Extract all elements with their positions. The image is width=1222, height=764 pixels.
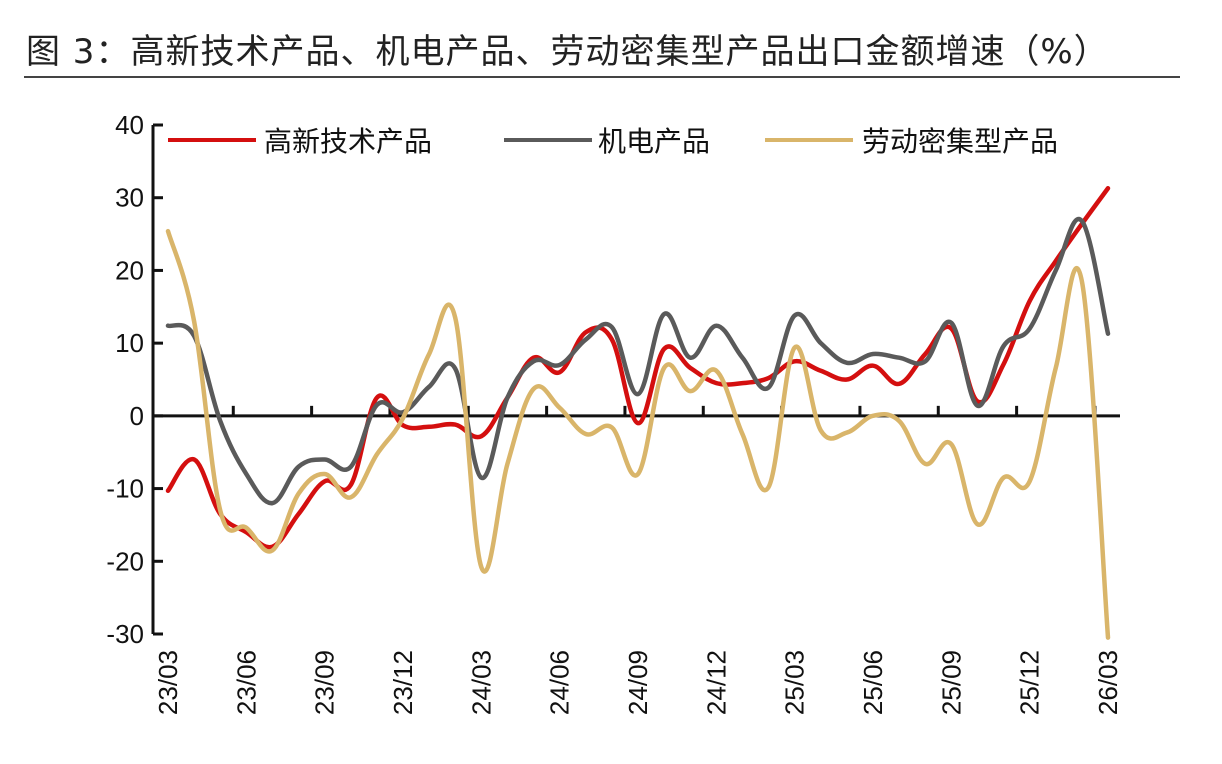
x-tick-label: 26/03	[1093, 650, 1123, 715]
y-tick-label: 30	[115, 183, 144, 213]
title-divider	[24, 76, 1180, 78]
x-tick-label: 25/06	[858, 650, 888, 715]
x-tick-label: 24/03	[466, 650, 496, 715]
y-tick-label: -30	[106, 619, 144, 649]
x-tick-label: 24/06	[545, 650, 575, 715]
legend-label-mechanical-electrical: 机电产品	[598, 125, 710, 158]
x-tick-label: 25/09	[936, 650, 966, 715]
axes: -30 -20 -10 0 10 20 30 40 23/03 23/06 23/09 23/12 24…	[106, 110, 1123, 715]
y-tick-label: -10	[106, 474, 144, 504]
x-tick-label: 23/12	[388, 650, 418, 715]
legend-label-labor-intensive: 劳动密集型产品	[862, 125, 1058, 158]
x-tick-label: 23/06	[231, 650, 261, 715]
legend: 高新技术产品 机电产品 劳动密集型产品	[168, 125, 1058, 158]
y-tick-label: -20	[106, 546, 144, 576]
x-tick-label: 25/12	[1015, 650, 1045, 715]
y-tick-label: 40	[115, 110, 144, 140]
series-lines	[165, 186, 1111, 640]
x-tick-label: 24/12	[701, 650, 731, 715]
x-tick-label: 24/09	[623, 650, 653, 715]
series-line-labor-intensive	[165, 228, 1111, 640]
y-tick-label: 10	[115, 328, 144, 358]
series-line-mechanical-electrical	[165, 216, 1111, 506]
x-tick-label: 23/09	[310, 650, 340, 715]
x-tick-label: 23/03	[153, 650, 183, 715]
y-tick-label: 20	[115, 255, 144, 285]
y-tick-label: 0	[130, 401, 144, 431]
chart-title: 图 3：高新技术产品、机电产品、劳动密集型产品出口金额增速（%）	[26, 32, 1109, 72]
x-tick-label: 25/03	[780, 650, 810, 715]
legend-label-high-tech: 高新技术产品	[264, 125, 432, 158]
series-line-high-tech	[165, 186, 1111, 550]
